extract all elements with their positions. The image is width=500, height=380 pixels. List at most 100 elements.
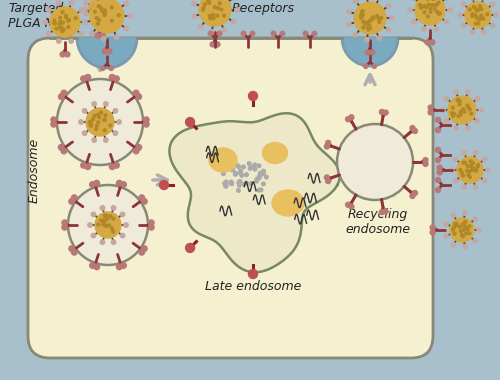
Circle shape xyxy=(160,180,168,190)
Circle shape xyxy=(480,8,483,11)
Circle shape xyxy=(54,22,56,25)
Circle shape xyxy=(444,119,449,124)
Circle shape xyxy=(85,74,90,80)
Circle shape xyxy=(257,164,261,168)
Circle shape xyxy=(455,222,458,225)
Circle shape xyxy=(104,214,108,217)
Circle shape xyxy=(438,13,440,15)
Circle shape xyxy=(108,224,110,227)
Circle shape xyxy=(380,210,384,215)
Circle shape xyxy=(102,8,106,11)
Circle shape xyxy=(99,13,102,16)
Circle shape xyxy=(455,224,458,227)
Circle shape xyxy=(253,163,256,167)
Circle shape xyxy=(82,109,87,113)
Circle shape xyxy=(362,20,364,23)
Circle shape xyxy=(324,175,330,180)
Circle shape xyxy=(434,8,436,11)
Circle shape xyxy=(448,8,452,12)
Circle shape xyxy=(462,174,464,177)
Circle shape xyxy=(186,244,194,252)
Circle shape xyxy=(441,108,445,112)
Circle shape xyxy=(430,230,435,235)
Circle shape xyxy=(104,10,106,13)
Circle shape xyxy=(459,113,462,116)
Circle shape xyxy=(53,22,56,24)
Circle shape xyxy=(124,26,128,31)
Circle shape xyxy=(466,90,470,94)
Circle shape xyxy=(104,13,106,16)
Circle shape xyxy=(258,176,261,179)
Circle shape xyxy=(110,6,113,9)
Circle shape xyxy=(436,187,440,193)
Circle shape xyxy=(120,263,126,268)
Circle shape xyxy=(436,117,440,122)
Circle shape xyxy=(90,31,94,36)
Circle shape xyxy=(482,17,484,20)
Circle shape xyxy=(425,6,428,9)
Text: Receptors: Receptors xyxy=(232,2,294,15)
Circle shape xyxy=(476,9,478,12)
Circle shape xyxy=(86,108,114,136)
Circle shape xyxy=(467,106,469,109)
Circle shape xyxy=(466,165,469,168)
Circle shape xyxy=(192,2,196,6)
Circle shape xyxy=(476,165,479,168)
Circle shape xyxy=(256,178,259,182)
Circle shape xyxy=(100,111,102,114)
Circle shape xyxy=(104,214,106,217)
Circle shape xyxy=(99,4,102,7)
Circle shape xyxy=(94,128,98,131)
Circle shape xyxy=(223,182,226,185)
Circle shape xyxy=(90,121,92,124)
Circle shape xyxy=(222,172,225,176)
Circle shape xyxy=(473,239,477,243)
Circle shape xyxy=(58,16,61,19)
Circle shape xyxy=(102,36,106,41)
Circle shape xyxy=(383,209,388,214)
Circle shape xyxy=(51,122,57,127)
Circle shape xyxy=(466,169,468,172)
Circle shape xyxy=(92,118,94,120)
Circle shape xyxy=(68,185,148,265)
Circle shape xyxy=(324,144,330,149)
Circle shape xyxy=(475,97,480,101)
Circle shape xyxy=(476,22,480,25)
Circle shape xyxy=(354,32,358,37)
Circle shape xyxy=(466,104,469,107)
Circle shape xyxy=(236,165,240,168)
Circle shape xyxy=(468,232,471,235)
Circle shape xyxy=(365,50,370,55)
Circle shape xyxy=(97,5,100,7)
Circle shape xyxy=(470,165,472,168)
Circle shape xyxy=(464,232,468,235)
Circle shape xyxy=(84,11,88,15)
Circle shape xyxy=(474,185,478,189)
Circle shape xyxy=(450,168,454,172)
Circle shape xyxy=(242,182,246,186)
Circle shape xyxy=(475,119,480,124)
Circle shape xyxy=(453,178,458,183)
Circle shape xyxy=(461,2,466,6)
Circle shape xyxy=(444,97,449,101)
Circle shape xyxy=(113,109,117,113)
Circle shape xyxy=(471,169,474,171)
Circle shape xyxy=(144,122,149,127)
Circle shape xyxy=(262,172,265,176)
Circle shape xyxy=(102,222,105,224)
Circle shape xyxy=(62,21,64,24)
Circle shape xyxy=(428,105,433,110)
Circle shape xyxy=(354,0,358,3)
Circle shape xyxy=(67,25,70,28)
Circle shape xyxy=(224,180,228,184)
Circle shape xyxy=(271,31,276,36)
Circle shape xyxy=(479,108,483,112)
Circle shape xyxy=(244,181,248,185)
Circle shape xyxy=(480,14,482,17)
Circle shape xyxy=(412,19,416,24)
Circle shape xyxy=(236,188,240,192)
Circle shape xyxy=(142,246,147,252)
Text: Recycling
endosome: Recycling endosome xyxy=(346,208,410,236)
Circle shape xyxy=(113,6,117,10)
Circle shape xyxy=(412,190,418,195)
